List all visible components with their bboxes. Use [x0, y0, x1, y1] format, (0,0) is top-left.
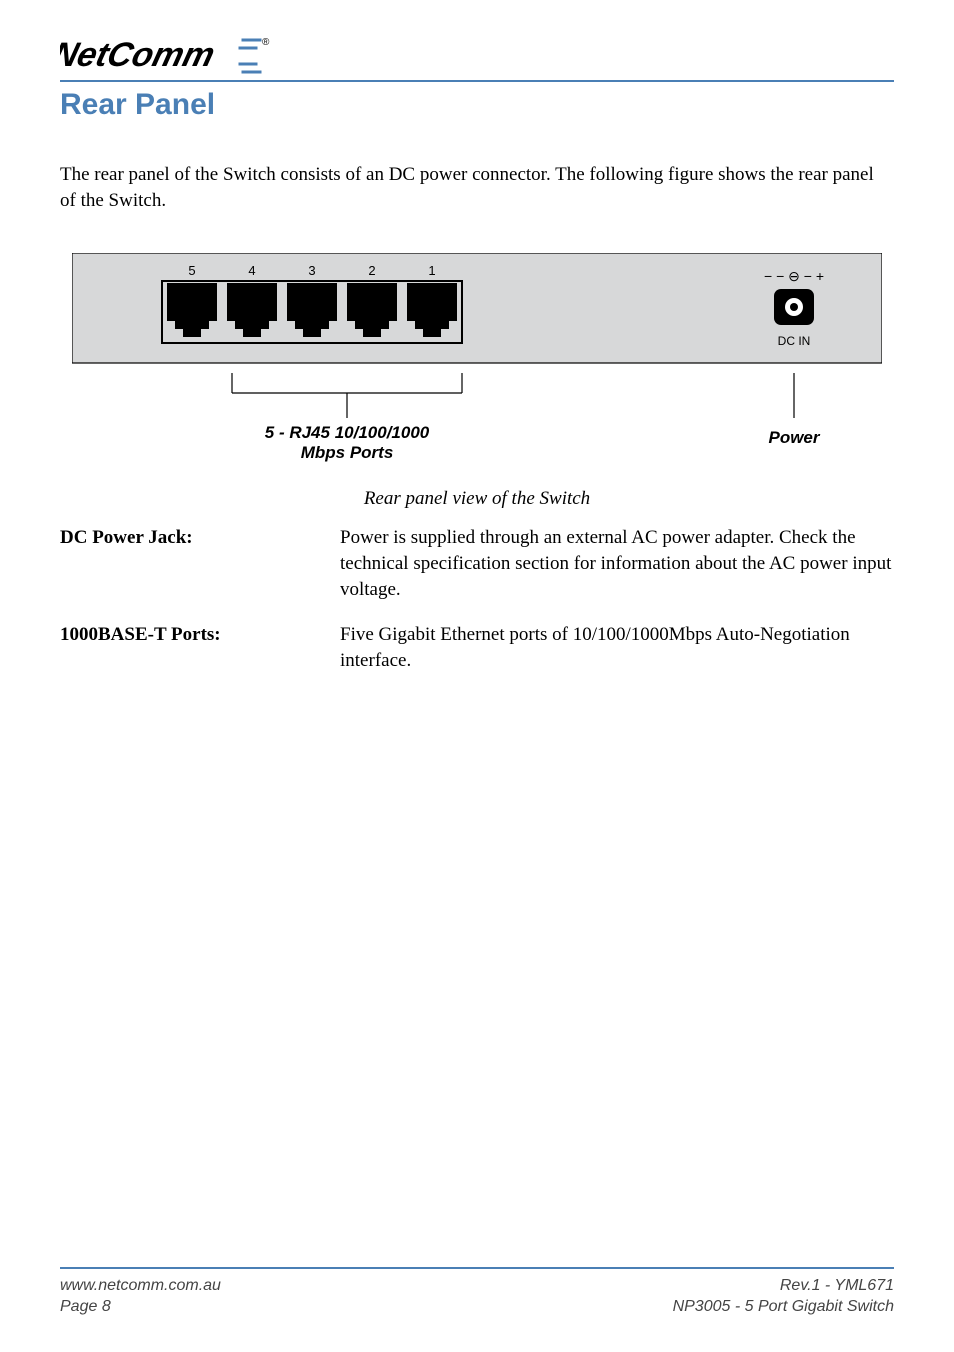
netcomm-logo: NetComm ® [60, 28, 270, 78]
section-title: Rear Panel [60, 88, 894, 122]
rear-panel-diagram: 5 4 3 2 1 − − ⊖ − + DC IN [72, 253, 882, 468]
power-label: Power [768, 428, 820, 447]
header-row: NetComm ® [60, 28, 894, 82]
footer-product: NP3005 - 5 Port Gigabit Switch [673, 1298, 894, 1316]
def-term: 1000BASE-T Ports: [60, 622, 340, 673]
footer-page: Page 8 [60, 1298, 221, 1316]
dc-polarity-label: − − ⊖ − + [764, 268, 824, 284]
port-number: 2 [368, 263, 375, 278]
svg-text:NetComm: NetComm [60, 36, 218, 73]
footer-left: www.netcomm.com.au Page 8 [60, 1277, 221, 1316]
intro-paragraph: The rear panel of the Switch consists of… [60, 162, 894, 213]
port-number: 3 [308, 263, 315, 278]
svg-text:®: ® [262, 37, 270, 48]
diagram-caption: Rear panel view of the Switch [60, 488, 894, 510]
def-desc: Power is supplied through an external AC… [340, 525, 894, 602]
def-term: DC Power Jack: [60, 525, 340, 602]
ports-label-line1: 5 - RJ45 10/100/1000 [265, 423, 430, 442]
footer-url: www.netcomm.com.au [60, 1277, 221, 1295]
dc-in-label: DC IN [778, 334, 811, 348]
def-desc: Five Gigabit Ethernet ports of 10/100/10… [340, 622, 894, 673]
document-page: NetComm ® Rear Panel The rear panel of t… [0, 0, 954, 1352]
definitions-list: DC Power Jack: Power is supplied through… [60, 525, 894, 673]
port-number: 5 [188, 263, 195, 278]
port-number: 1 [428, 263, 435, 278]
port-number: 4 [248, 263, 255, 278]
footer-right: Rev.1 - YML671 NP3005 - 5 Port Gigabit S… [673, 1277, 894, 1316]
page-footer: www.netcomm.com.au Page 8 Rev.1 - YML671… [60, 1267, 894, 1316]
ports-label-line2: Mbps Ports [301, 443, 394, 462]
footer-rev: Rev.1 - YML671 [673, 1277, 894, 1295]
